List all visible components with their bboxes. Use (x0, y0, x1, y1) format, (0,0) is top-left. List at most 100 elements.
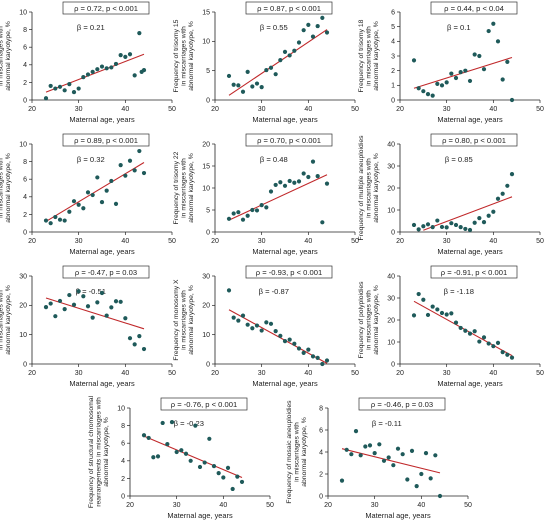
beta-label: β = 0.32 (77, 155, 105, 164)
y-tick-label: 10 (117, 405, 125, 412)
data-point (444, 225, 449, 230)
x-tick-label: 20 (28, 370, 36, 377)
data-point (76, 202, 81, 207)
data-point (444, 80, 449, 85)
data-point (416, 291, 421, 297)
data-point (315, 355, 320, 360)
data-point (141, 67, 147, 73)
data-point (509, 355, 515, 360)
y-axis-title-line: rearrangements in miscarriages with (95, 397, 102, 507)
data-point (405, 477, 410, 482)
data-point (458, 70, 463, 75)
data-point (425, 222, 431, 227)
data-point (296, 179, 302, 184)
data-point (231, 82, 236, 87)
data-point (57, 84, 63, 89)
data-point (495, 196, 501, 201)
data-point (90, 69, 95, 74)
x-axis-title: Maternal age, years (437, 115, 503, 124)
x-tick-label: 50 (464, 502, 472, 509)
data-point (509, 172, 515, 177)
y-tick-label: 30 (202, 273, 210, 280)
data-point (85, 190, 91, 195)
stat-box (430, 1, 518, 15)
data-point (430, 93, 435, 98)
data-point (95, 67, 100, 72)
y-axis-title-line: Frequency of multiple aneuploidies (358, 135, 365, 241)
data-point (472, 329, 477, 334)
data-point (57, 217, 63, 222)
stat-box (160, 397, 248, 411)
data-point (292, 48, 297, 53)
data-point (160, 420, 165, 426)
y-axis-title-line: abnormal karyotype, % (373, 285, 380, 355)
data-point (62, 218, 67, 223)
data-point (301, 350, 306, 355)
data-point (287, 178, 292, 184)
data-point (509, 97, 515, 103)
data-point (245, 213, 250, 218)
data-point (226, 73, 232, 79)
x-tick-label: 30 (443, 370, 451, 377)
y-axis-title-line: Frequency of trisomy 15 (173, 19, 180, 92)
data-point (254, 208, 260, 213)
data-point (486, 28, 491, 34)
x-tick-label: 20 (28, 106, 36, 113)
stat-box (62, 1, 150, 15)
data-point (282, 339, 288, 344)
y-tick-label: 6 (23, 177, 27, 184)
data-point (118, 163, 123, 168)
y-tick-label: 6 (121, 441, 125, 448)
x-tick-label: 50 (266, 502, 274, 509)
data-point (463, 226, 468, 232)
data-point (430, 304, 435, 309)
data-point (151, 455, 156, 460)
data-point (113, 61, 119, 67)
x-axis-title: Maternal age, years (252, 247, 318, 256)
data-point (226, 288, 232, 293)
x-axis-title: Maternal age, years (69, 115, 135, 124)
data-point (113, 201, 119, 206)
data-point (268, 65, 274, 70)
x-tick-label: 40 (489, 106, 497, 113)
data-point (458, 225, 463, 230)
data-point (62, 88, 67, 93)
data-point (259, 203, 264, 208)
y-tick-label: 10 (387, 339, 395, 346)
y-tick-label: 0 (206, 361, 210, 368)
data-point (428, 476, 433, 481)
chart-panel: 20 30 40 50 0 1 2 3 4 5 6 Maternal age, years Freque… (358, 1, 544, 124)
x-tick-label: 30 (258, 370, 266, 377)
y-axis-title-line: Frequency of monosomy X (173, 279, 180, 361)
data-point (467, 227, 473, 233)
beta-label: β = -0.51 (76, 287, 106, 296)
y-axis-title-line: abnormal karyotype, % (103, 417, 110, 487)
data-point (57, 298, 63, 304)
data-point (310, 34, 316, 39)
data-point (259, 84, 264, 90)
data-point (245, 322, 250, 327)
y-tick-label: 20 (202, 141, 210, 148)
x-tick-label: 20 (396, 106, 404, 113)
data-point (491, 344, 496, 349)
y-axis-title-line: abnormal karyotype, % (5, 21, 12, 91)
y-axis-title-line: Frequency of structural chromosomal (88, 395, 95, 508)
data-point (240, 217, 246, 222)
data-point (104, 66, 109, 71)
data-point (193, 423, 198, 428)
data-point (53, 86, 58, 91)
x-tick-label: 50 (351, 238, 359, 245)
data-point (449, 221, 454, 226)
data-point (71, 302, 77, 307)
data-point (53, 314, 58, 319)
data-point (216, 471, 221, 476)
y-tick-label: 2 (23, 212, 27, 219)
data-point (174, 449, 179, 455)
y-tick-label: 0 (391, 361, 395, 368)
y-axis-title-line: in miscarriages with (365, 26, 372, 86)
data-point (324, 30, 330, 35)
trend-line (423, 196, 513, 231)
